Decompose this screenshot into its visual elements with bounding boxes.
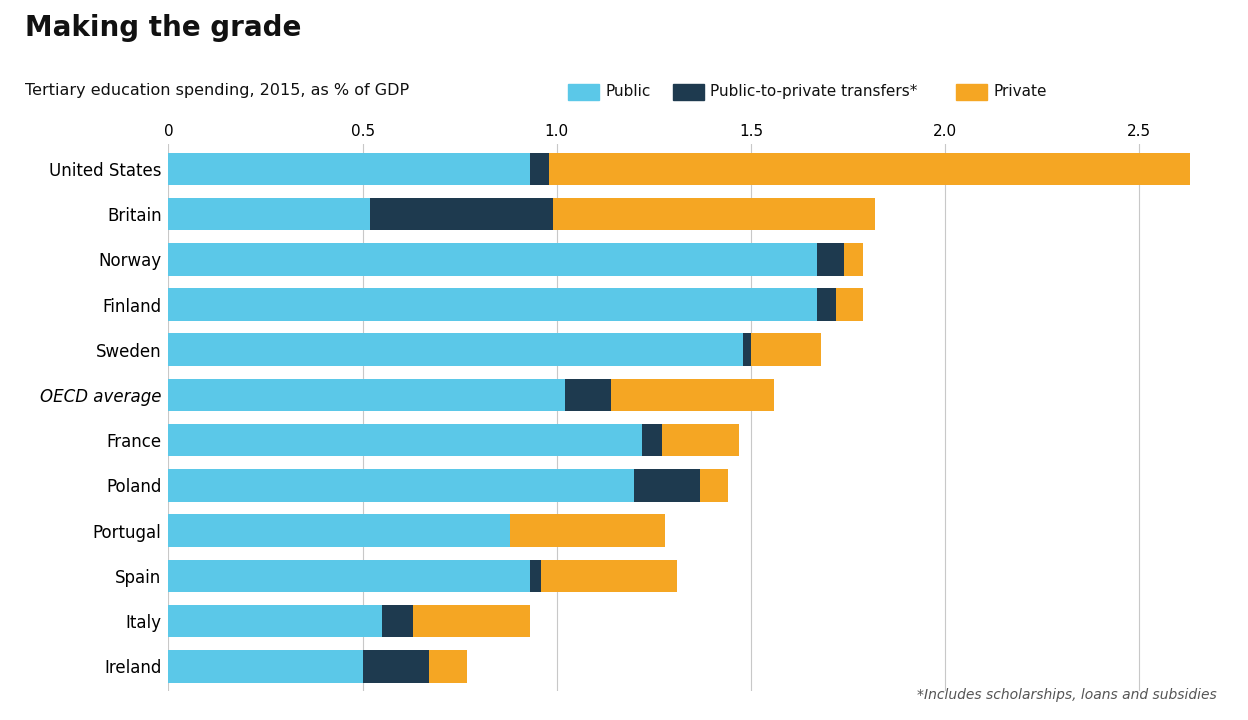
Bar	[382, 605, 413, 637]
Bar	[413, 605, 529, 637]
Bar	[168, 379, 564, 411]
Bar	[817, 288, 836, 321]
Bar	[836, 288, 864, 321]
Bar	[661, 424, 739, 456]
Bar	[542, 559, 678, 592]
Bar	[549, 153, 1189, 185]
Bar	[168, 605, 382, 637]
Bar	[168, 333, 743, 366]
Bar	[168, 153, 529, 185]
Bar	[844, 243, 864, 276]
Bar	[612, 379, 774, 411]
Text: Public-to-private transfers*: Public-to-private transfers*	[710, 84, 917, 99]
Bar	[510, 514, 665, 547]
Bar	[643, 424, 661, 456]
Text: Making the grade: Making the grade	[25, 14, 301, 42]
Text: Private: Private	[993, 84, 1047, 99]
Bar	[168, 198, 371, 230]
Bar	[634, 469, 700, 502]
Bar	[817, 243, 844, 276]
Bar	[363, 650, 428, 683]
Bar	[168, 243, 817, 276]
Bar	[700, 469, 728, 502]
Bar	[529, 559, 542, 592]
Bar	[168, 288, 817, 321]
Bar	[168, 424, 643, 456]
Bar	[168, 514, 510, 547]
Text: Tertiary education spending, 2015, as % of GDP: Tertiary education spending, 2015, as % …	[25, 83, 409, 98]
Bar	[553, 198, 875, 230]
Bar	[168, 559, 529, 592]
Bar	[564, 379, 612, 411]
Text: *Includes scholarships, loans and subsidies: *Includes scholarships, loans and subsid…	[917, 688, 1217, 702]
Bar	[529, 153, 549, 185]
Bar	[168, 469, 634, 502]
Bar	[428, 650, 468, 683]
Bar	[371, 198, 553, 230]
Bar	[751, 333, 821, 366]
Text: Public: Public	[605, 84, 650, 99]
Bar	[168, 650, 363, 683]
Bar	[743, 333, 751, 366]
